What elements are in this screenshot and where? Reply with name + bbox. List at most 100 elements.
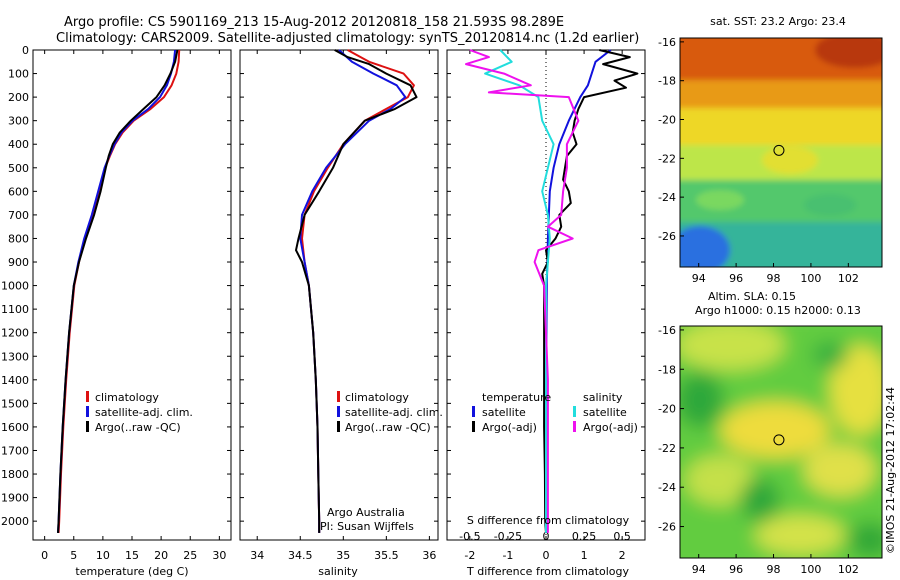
x-tick-label: 34.5 bbox=[288, 549, 313, 562]
sla-map-axes: 94 96 98 100 102 -16 -18 -20 -22 -24 -26 bbox=[658, 324, 859, 576]
depth-tick-label: 1400 bbox=[1, 374, 29, 387]
lat-tick-label: -20 bbox=[658, 403, 676, 416]
depth-tick-label: 900 bbox=[8, 256, 29, 269]
depth-tick-label: 100 bbox=[8, 68, 29, 81]
lat-tick-label: -24 bbox=[658, 481, 676, 494]
legend-climatology-label: climatology bbox=[345, 391, 409, 404]
depth-tick-label: 600 bbox=[8, 185, 29, 198]
lat-tick-label: -22 bbox=[658, 442, 676, 455]
legend-s-satellite-label: satellite bbox=[583, 406, 627, 419]
legend-satellite-swatch bbox=[86, 406, 89, 417]
depth-tick-label: 1700 bbox=[1, 444, 29, 457]
series-line bbox=[465, 49, 580, 533]
x-tick-label: -2 bbox=[464, 549, 475, 562]
x-tick-label: 36 bbox=[422, 549, 436, 562]
x-tick-label: 35.5 bbox=[374, 549, 399, 562]
series-line bbox=[541, 49, 639, 533]
header-line-1: Argo profile: CS 5901169_213 15-Aug-2012… bbox=[64, 15, 564, 30]
salinity-xlabel: salinity bbox=[318, 565, 358, 578]
sst-map-title: sat. SST: 23.2 Argo: 23.4 bbox=[710, 15, 846, 28]
temperature-plot: 0 5 10 15 20 25 30 bbox=[41, 49, 226, 562]
x-tick-label: 15 bbox=[125, 549, 139, 562]
depth-tick-label: 1000 bbox=[1, 280, 29, 293]
legend-temperature-title: temperature bbox=[482, 391, 551, 404]
lon-tick-label: 98 bbox=[767, 563, 781, 576]
legend-s-satellite-swatch bbox=[573, 406, 576, 417]
depth-axis: 0 100 200 300 400 500 600 700 800 900 1000 1100 1200… bbox=[1, 44, 645, 528]
lon-tick-label: 100 bbox=[800, 272, 821, 285]
annotation-argo-australia: Argo Australia bbox=[327, 506, 405, 519]
sst-heatmap bbox=[680, 38, 882, 267]
salinity-plot: 34 34.5 35 35.5 36 bbox=[250, 49, 436, 562]
lat-tick-label: -24 bbox=[658, 191, 676, 204]
sla-map-title: Altim. SLA: 0.15 bbox=[708, 290, 796, 303]
salinity-legend: climatology satellite-adj. clim. Argo(..… bbox=[320, 391, 443, 533]
sst-map-axes: 94 96 98 100 102 -16 -18 -20 -22 -24 -26 bbox=[658, 36, 859, 285]
difference-plot: -2 -1 0 1 2 -0.5 -0.25 0 0.25 0.5 bbox=[459, 49, 639, 562]
legend-t-argo-swatch bbox=[472, 421, 475, 432]
argo-location-marker bbox=[773, 434, 785, 446]
difference-xlabel: T difference from climatology bbox=[466, 565, 629, 578]
depth-tick-label: 0 bbox=[22, 44, 29, 57]
x-tick-label: 30 bbox=[212, 549, 226, 562]
legend-t-satellite-swatch bbox=[472, 406, 475, 417]
depth-tick-label: 1800 bbox=[1, 468, 29, 481]
lat-tick-label: -18 bbox=[658, 363, 676, 376]
lon-tick-label: 100 bbox=[800, 563, 821, 576]
legend-satellite-label: satellite-adj. clim. bbox=[345, 406, 443, 419]
lat-tick-label: -22 bbox=[658, 152, 676, 165]
header-line-2: Climatology: CARS2009. Satellite-adjuste… bbox=[56, 31, 639, 46]
sla-map-frame bbox=[679, 325, 883, 559]
x-tick-label: 10 bbox=[96, 549, 110, 562]
lat-tick-label: -26 bbox=[658, 230, 676, 243]
sla-heatmap bbox=[680, 326, 882, 558]
depth-tick-label: 1300 bbox=[1, 350, 29, 363]
depth-tick-label: 1100 bbox=[1, 303, 29, 316]
depth-tick-label: 1900 bbox=[1, 492, 29, 505]
legend-argo-label: Argo(..raw -QC) bbox=[345, 421, 431, 434]
argo-location-marker bbox=[773, 144, 785, 156]
lat-tick-label: -20 bbox=[658, 114, 676, 127]
series-line bbox=[299, 49, 407, 533]
salinity-panel-frame bbox=[239, 49, 439, 541]
series-line bbox=[295, 49, 418, 533]
legend-salinity-title: salinity bbox=[583, 391, 623, 404]
legend-t-argo-label: Argo(-adj) bbox=[482, 421, 537, 434]
lon-tick-label: 102 bbox=[838, 272, 859, 285]
x-tick-label: 25 bbox=[183, 549, 197, 562]
depth-tick-label: 1200 bbox=[1, 327, 29, 340]
x-tick-label: 20 bbox=[154, 549, 168, 562]
difference-x2label: S difference from climatology bbox=[467, 514, 630, 527]
legend-satellite-label: satellite-adj. clim. bbox=[95, 406, 193, 419]
lon-tick-label: 98 bbox=[767, 272, 781, 285]
series-line bbox=[57, 49, 177, 533]
temperature-legend: climatology satellite-adj. clim. Argo(..… bbox=[86, 391, 193, 434]
difference-legend: temperature satellite Argo(-adj) salinit… bbox=[472, 391, 638, 434]
depth-tick-label: 1500 bbox=[1, 397, 29, 410]
legend-argo-swatch bbox=[337, 421, 340, 432]
legend-climatology-swatch bbox=[337, 391, 340, 402]
x2-tick-label: 0.25 bbox=[572, 530, 597, 543]
lon-tick-label: 94 bbox=[692, 272, 706, 285]
depth-tick-label: 200 bbox=[8, 91, 29, 104]
x2-tick-label: 0.5 bbox=[613, 530, 631, 543]
imos-timestamp: ©IMOS 21-Aug-2012 17:02:44 bbox=[884, 387, 897, 554]
x2-tick-label: -0.5 bbox=[459, 530, 480, 543]
x-tick-label: 34 bbox=[250, 549, 264, 562]
temperature-xlabel: temperature (deg C) bbox=[75, 565, 188, 578]
lat-tick-label: -26 bbox=[658, 521, 676, 534]
depth-tick-label: 2000 bbox=[1, 515, 29, 528]
legend-climatology-swatch bbox=[86, 391, 89, 402]
lat-tick-label: -16 bbox=[658, 324, 676, 337]
x-tick-label: -1 bbox=[502, 549, 513, 562]
x-tick-label: 2 bbox=[619, 549, 626, 562]
depth-tick-label: 500 bbox=[8, 162, 29, 175]
depth-tick-label: 700 bbox=[8, 209, 29, 222]
lon-tick-label: 102 bbox=[838, 563, 859, 576]
lat-tick-label: -16 bbox=[658, 36, 676, 49]
x2-tick-label: -0.25 bbox=[494, 530, 522, 543]
legend-satellite-swatch bbox=[337, 406, 340, 417]
legend-argo-swatch bbox=[86, 421, 89, 432]
lon-tick-label: 96 bbox=[729, 563, 743, 576]
